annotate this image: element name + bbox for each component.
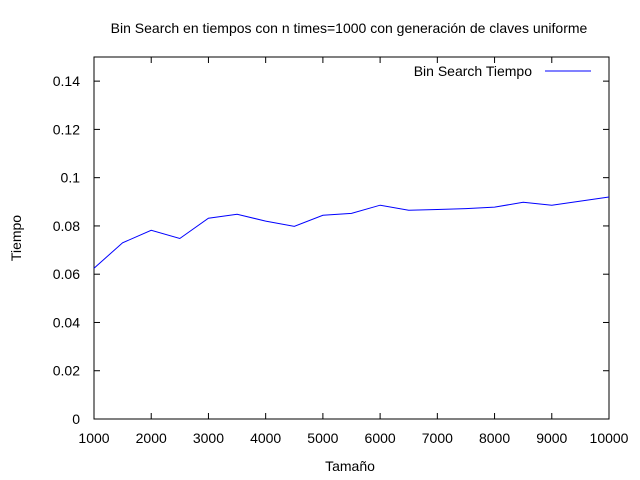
y-tick-label: 0.08 (53, 218, 80, 234)
plot-area-border (93, 56, 610, 420)
y-axis-label: Tiempo (8, 215, 24, 261)
y-tick-label: 0.1 (61, 170, 81, 186)
y-axis: 0 0.02 0.04 0.06 0.08 0.1 0.12 0.14 (53, 73, 609, 427)
x-tick-label: 4000 (250, 430, 281, 446)
chart-title: Bin Search en tiempos con n times=1000 c… (111, 20, 588, 36)
x-tick-label: 3000 (193, 430, 224, 446)
legend: Bin Search Tiempo (414, 63, 591, 79)
x-tick-label: 2000 (136, 430, 167, 446)
y-tick-label: 0.02 (53, 363, 80, 379)
x-tick-label: 7000 (422, 430, 453, 446)
x-tick-label: 6000 (365, 430, 396, 446)
x-tick-label: 9000 (536, 430, 567, 446)
y-tick-label: 0.12 (53, 121, 80, 137)
y-tick-label: 0.14 (53, 73, 80, 89)
x-axis-label: Tamaño (325, 458, 375, 474)
legend-label: Bin Search Tiempo (414, 63, 532, 79)
x-tick-label: 10000 (590, 430, 629, 446)
x-tick-label: 8000 (479, 430, 510, 446)
x-tick-label: 5000 (307, 430, 338, 446)
x-tick-label: 1000 (78, 430, 109, 446)
series-line (93, 196, 610, 269)
y-tick-label: 0 (72, 411, 80, 427)
y-tick-label: 0.06 (53, 266, 80, 282)
x-axis: 1000 2000 3000 4000 5000 6000 7000 8000 9000 1000… (78, 57, 629, 446)
y-tick-label: 0.04 (53, 314, 80, 330)
series-group (93, 196, 610, 269)
